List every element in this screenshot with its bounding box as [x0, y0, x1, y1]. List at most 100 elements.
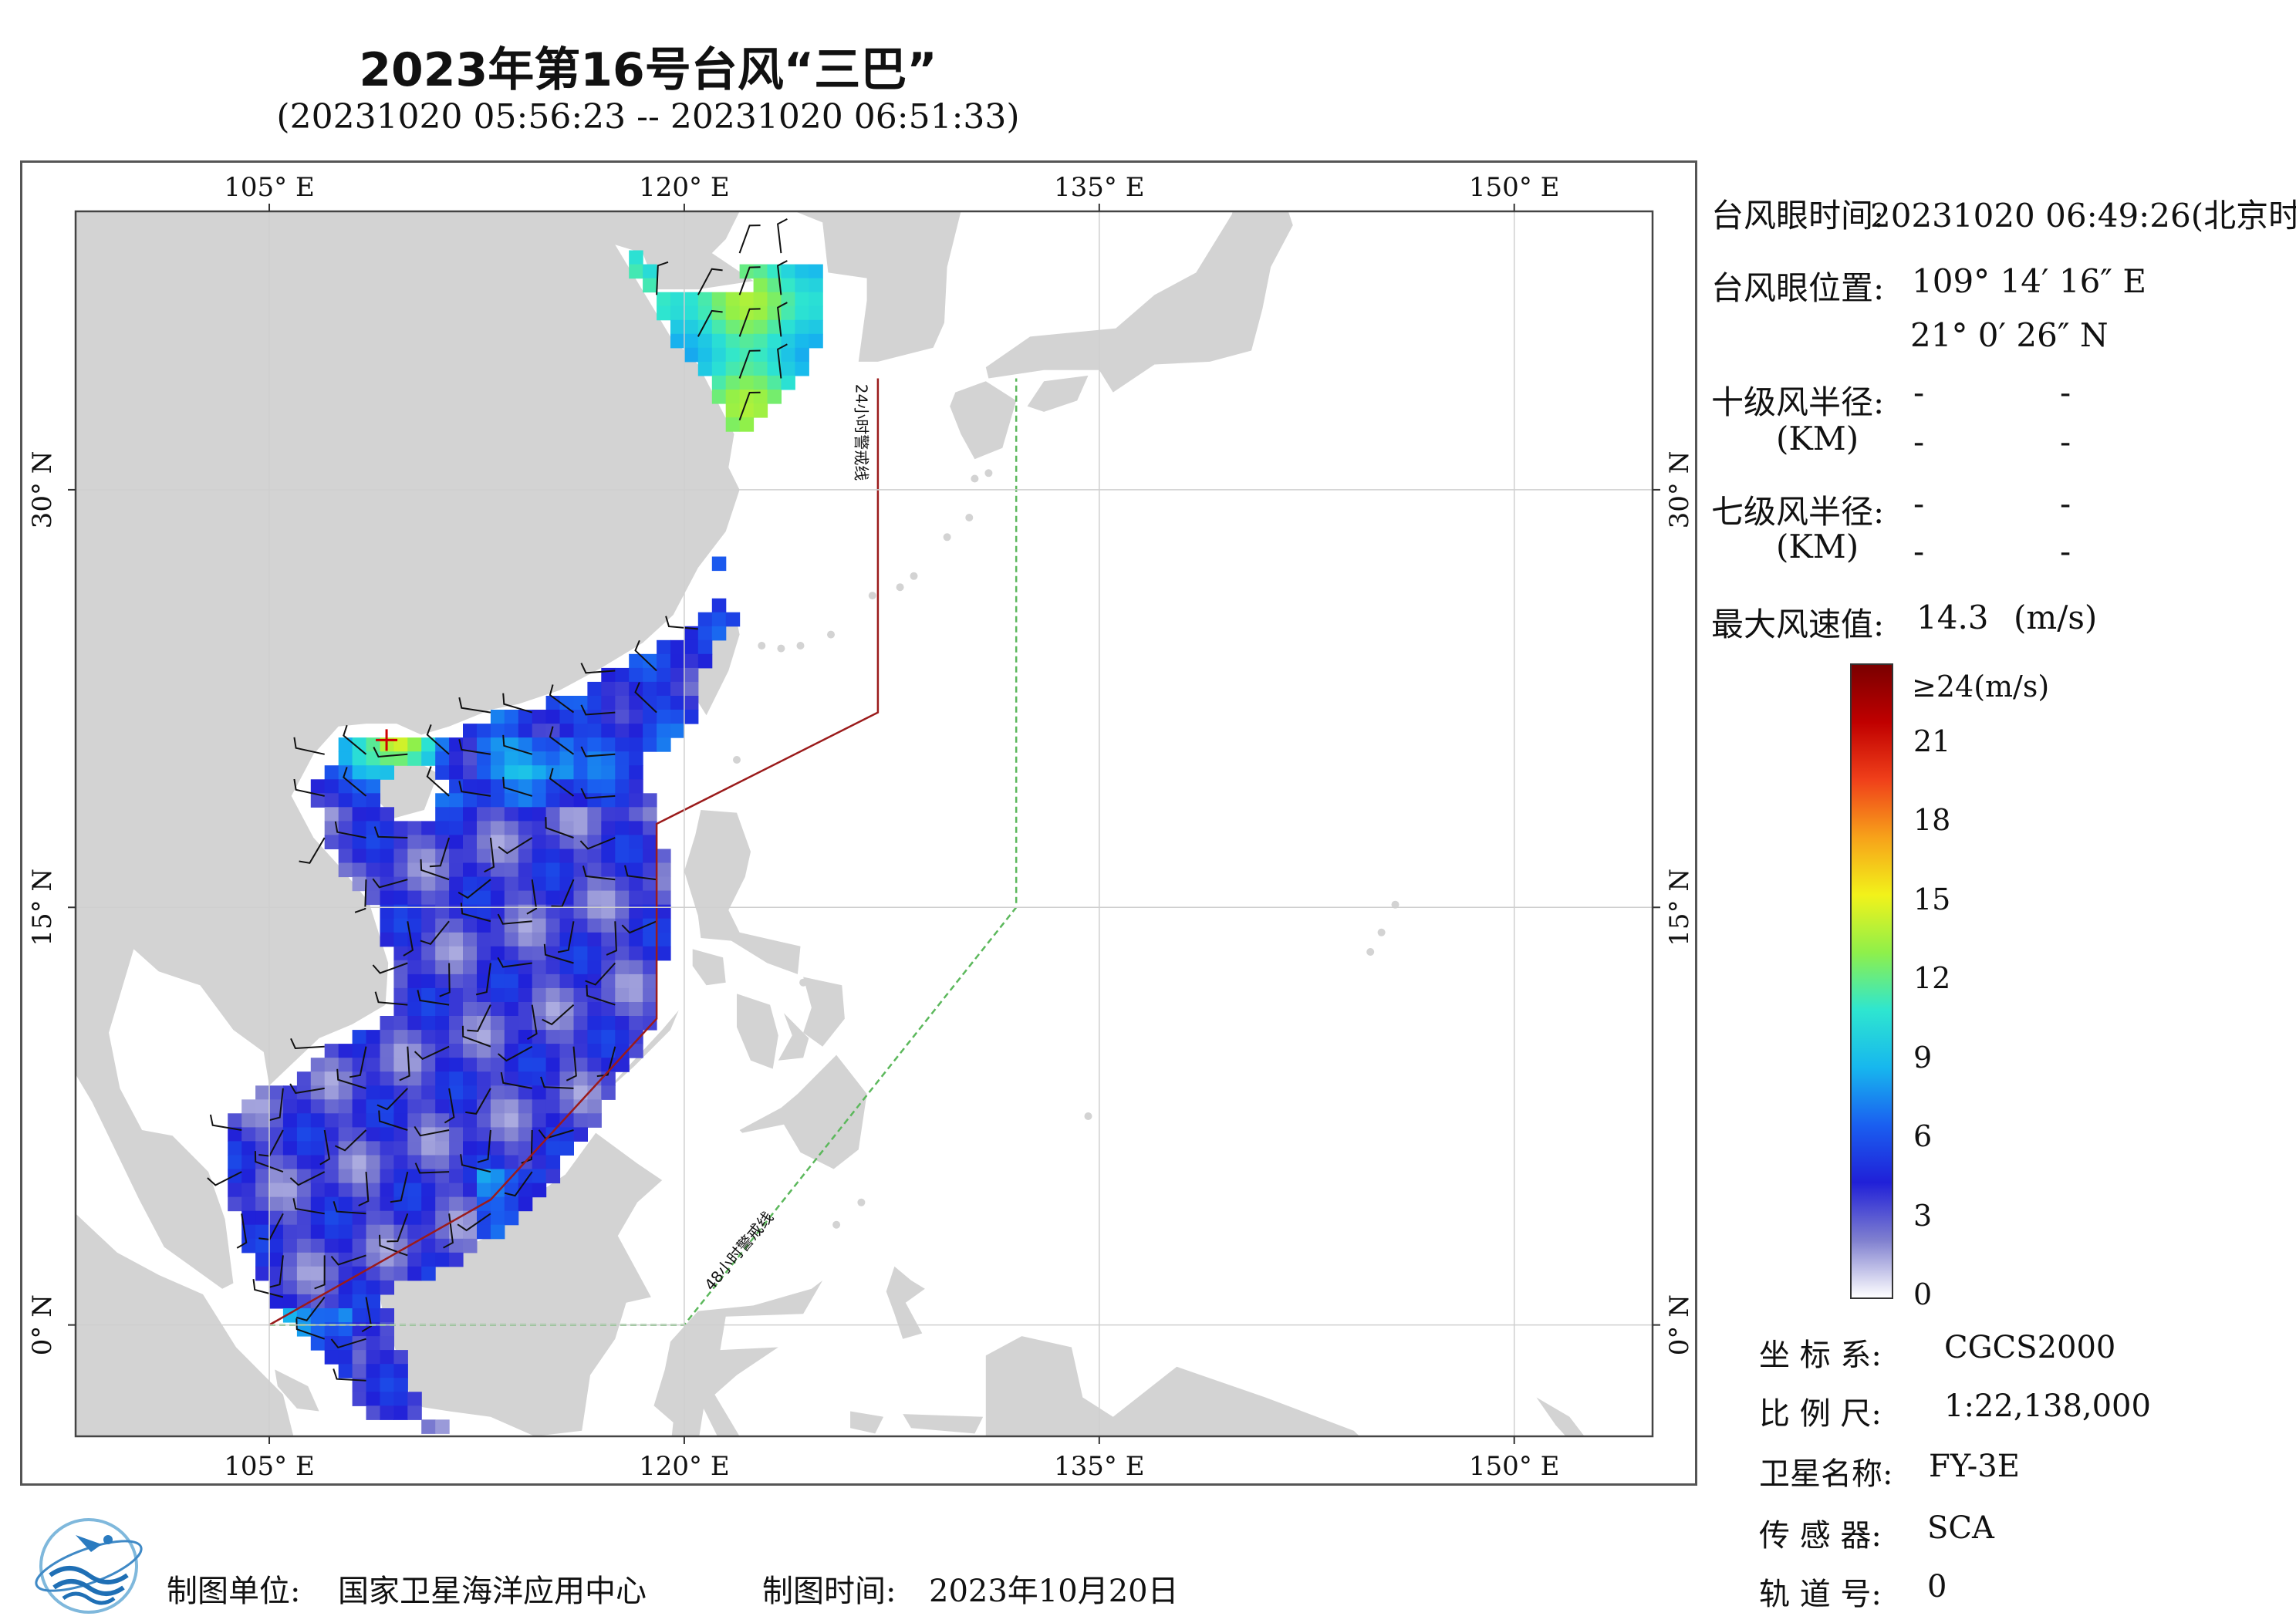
wind-barb-7 — [738, 308, 761, 337]
wind-cell-804 — [490, 1127, 505, 1142]
wind-cell-574 — [615, 987, 630, 1003]
wind-cell-1025 — [310, 1294, 326, 1309]
wind-cell-196 — [380, 751, 394, 766]
wind-barb-88 — [319, 1129, 330, 1166]
wind-cell-569 — [545, 987, 561, 1003]
wind-cell-121 — [615, 681, 630, 697]
wind-cell-756 — [573, 1099, 588, 1114]
wind-cell-61 — [684, 347, 699, 363]
wind-barb-23 — [426, 724, 450, 755]
wind-cell-502 — [421, 946, 436, 961]
wind-cell-700 — [532, 1071, 547, 1086]
wind-cell-62 — [697, 347, 713, 363]
wind-cell-129 — [573, 696, 588, 710]
wind-cell-305 — [449, 821, 464, 835]
wind-cell-507 — [490, 946, 505, 961]
wind-cell-501 — [407, 946, 422, 961]
wind-cell-837 — [241, 1155, 256, 1170]
wind-barb-9 — [738, 349, 761, 379]
wind-cell-636 — [629, 1030, 643, 1044]
wind-barb-97 — [289, 1171, 326, 1186]
wind-cell-768 — [366, 1113, 380, 1128]
wind-cell-786 — [241, 1127, 256, 1142]
wind-cell-529 — [518, 960, 533, 975]
islet-6 — [910, 572, 918, 580]
wind-barb-100 — [414, 1162, 450, 1174]
r7-dash-2: - — [2060, 484, 2071, 522]
wind-barb-47 — [526, 879, 538, 915]
wind-barb-38 — [429, 837, 451, 868]
wind-cell-782 — [559, 1113, 574, 1128]
wind-cell-531 — [545, 960, 561, 975]
wind-cell-512 — [559, 946, 574, 961]
wind-cell-92 — [725, 417, 741, 432]
wind-cell-718 — [421, 1085, 436, 1100]
wind-cell-707 — [269, 1085, 284, 1100]
wind-cell-604 — [490, 1016, 505, 1031]
wind-barbs-layer — [207, 218, 788, 1382]
wind-cell-516 — [615, 946, 630, 961]
wind-cell-1062 — [352, 1378, 367, 1392]
wind-cell-860 — [228, 1169, 242, 1184]
wind-barb-82 — [444, 1088, 455, 1124]
wind-cell-432 — [601, 890, 616, 906]
wind-cell-922 — [435, 1196, 450, 1212]
wind-cell-396 — [407, 876, 422, 892]
wind-cell-96 — [697, 612, 713, 627]
wind-cell-964 — [449, 1224, 464, 1240]
wind-cell-290 — [573, 807, 588, 822]
wind-barb-61 — [497, 957, 532, 968]
wind-cell-491 — [545, 932, 561, 947]
wind-cell-1057 — [338, 1364, 353, 1378]
wind-cell-553 — [587, 973, 602, 989]
wind-cell-228 — [545, 765, 561, 780]
wind-cell-867 — [324, 1169, 339, 1184]
wind-cell-698 — [504, 1071, 519, 1086]
wind-cell-606 — [518, 1016, 533, 1031]
wind-cell-186 — [573, 737, 588, 752]
wind-cell-387 — [601, 862, 616, 878]
wind-cell-332 — [490, 835, 505, 849]
wind-cell-311 — [532, 821, 547, 835]
wind-cell-431 — [587, 890, 602, 906]
wind-cell-306 — [463, 821, 478, 835]
wind-cell-117 — [670, 667, 685, 683]
wind-cell-2 — [643, 264, 657, 279]
wind-cell-566 — [504, 987, 519, 1003]
wind-cell-497 — [629, 932, 643, 947]
wind-cell-753 — [532, 1099, 547, 1114]
wind-cell-354 — [477, 849, 491, 864]
wind-cell-887 — [269, 1183, 284, 1198]
wind-cell-503 — [435, 946, 450, 961]
mainland-asia — [76, 211, 754, 1289]
wind-cell-381 — [518, 862, 533, 878]
wind-cell-459 — [393, 918, 408, 933]
wind-cell-987 — [282, 1252, 298, 1267]
producer-label: 制图单位: — [167, 1574, 301, 1609]
wind-cell-907 — [228, 1196, 242, 1212]
wind-cell-389 — [629, 862, 643, 878]
wind-cell-942 — [421, 1210, 436, 1226]
wind-cell-935 — [324, 1210, 339, 1226]
wind-cell-439 — [407, 904, 422, 919]
wind-cell-660 — [310, 1058, 326, 1072]
wind-cell-628 — [518, 1030, 533, 1044]
wind-cell-702 — [559, 1071, 574, 1086]
islet-12 — [799, 978, 808, 987]
wind-cell-89 — [725, 403, 741, 418]
wind-cell-483 — [435, 932, 450, 947]
wind-cell-528 — [504, 960, 519, 975]
wind-cell-670 — [449, 1058, 464, 1072]
wind-cell-9 — [643, 278, 657, 293]
wind-cell-894 — [366, 1183, 380, 1198]
wind-barb-33 — [549, 768, 575, 797]
wind-cell-654 — [559, 1044, 574, 1058]
wind-cell-241 — [463, 779, 478, 794]
wind-cell-157 — [518, 724, 533, 738]
wind-cell-402 — [490, 876, 505, 892]
wind-cell-755 — [559, 1099, 574, 1114]
wind-cell-906 — [532, 1183, 547, 1198]
wind-cell-1050 — [380, 1336, 394, 1351]
wind-cell-594 — [629, 1002, 643, 1017]
